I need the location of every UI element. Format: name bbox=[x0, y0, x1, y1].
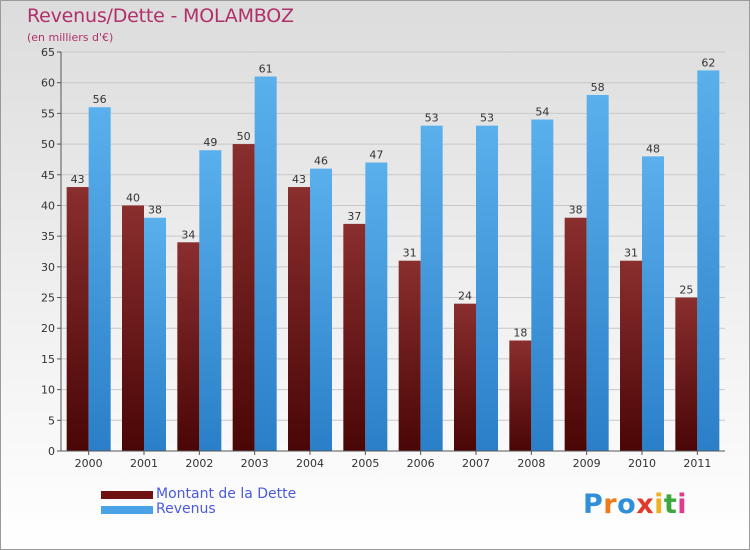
x-tick-label: 2002 bbox=[185, 457, 213, 470]
chart-legend: Montant de la Dette Revenus bbox=[101, 487, 296, 517]
chart-title: Revenus/Dette - MOLAMBOZ bbox=[27, 5, 294, 27]
y-tick-label: 30 bbox=[41, 261, 55, 274]
bar-dette bbox=[343, 223, 366, 451]
x-tick-label: 2007 bbox=[462, 457, 490, 470]
bar-revenus bbox=[420, 125, 443, 452]
data-label-dette: 31 bbox=[624, 247, 638, 260]
y-tick-label: 35 bbox=[41, 230, 55, 243]
legend-swatch-dette bbox=[101, 490, 153, 499]
x-tick-label: 2008 bbox=[517, 457, 545, 470]
x-tick-label: 2005 bbox=[351, 457, 379, 470]
bar-revenus bbox=[310, 168, 332, 451]
y-tick-label: 15 bbox=[41, 353, 55, 366]
data-label-dette: 40 bbox=[126, 191, 140, 204]
logo-letter: i bbox=[677, 489, 688, 520]
data-label-dette: 43 bbox=[71, 173, 85, 186]
bar-dette bbox=[288, 187, 310, 452]
legend-item-dette: Montant de la Dette bbox=[101, 487, 296, 502]
legend-label-dette: Montant de la Dette bbox=[156, 486, 297, 502]
data-label-dette: 24 bbox=[458, 290, 472, 303]
data-label-revenus: 61 bbox=[259, 63, 273, 76]
bar-revenus bbox=[365, 162, 388, 451]
logo-letter: t bbox=[663, 489, 678, 520]
data-label-dette: 37 bbox=[347, 210, 361, 223]
logo-letter: o bbox=[617, 489, 637, 520]
data-label-dette: 50 bbox=[237, 130, 251, 143]
x-tick-label: 2003 bbox=[241, 457, 269, 470]
x-tick-label: 2010 bbox=[628, 457, 656, 470]
bar-revenus bbox=[531, 119, 554, 452]
bar-dette bbox=[232, 144, 255, 452]
bar-dette bbox=[564, 217, 587, 451]
y-tick-label: 25 bbox=[41, 292, 55, 305]
y-tick-label: 0 bbox=[48, 445, 55, 458]
y-tick-label: 45 bbox=[41, 169, 55, 182]
logo-letter: r bbox=[603, 489, 618, 520]
legend-swatch-revenus bbox=[101, 505, 153, 514]
bar-dette bbox=[66, 187, 89, 452]
data-label-dette: 34 bbox=[181, 228, 195, 241]
y-tick-label: 5 bbox=[48, 414, 55, 427]
y-tick-label: 55 bbox=[41, 107, 55, 120]
data-label-revenus: 49 bbox=[203, 136, 217, 149]
y-tick-label: 20 bbox=[41, 322, 55, 335]
bar-dette bbox=[398, 260, 421, 451]
x-tick-label: 2001 bbox=[130, 457, 158, 470]
x-tick-label: 2009 bbox=[573, 457, 601, 470]
data-label-revenus: 46 bbox=[314, 155, 328, 168]
x-tick-label: 2000 bbox=[75, 457, 103, 470]
data-label-dette: 31 bbox=[403, 247, 417, 260]
bar-revenus bbox=[476, 125, 498, 452]
data-label-revenus: 47 bbox=[369, 148, 383, 161]
legend-label-revenus: Revenus bbox=[156, 501, 216, 517]
x-tick-label: 2011 bbox=[683, 457, 711, 470]
data-label-dette: 18 bbox=[513, 327, 527, 340]
bar-revenus bbox=[697, 70, 720, 452]
y-tick-label: 65 bbox=[41, 46, 55, 59]
data-label-dette: 43 bbox=[292, 173, 306, 186]
bar-revenus bbox=[642, 156, 664, 451]
bar-dette bbox=[509, 340, 532, 451]
data-label-revenus: 53 bbox=[425, 112, 439, 125]
bar-revenus bbox=[144, 217, 166, 451]
x-tick-label: 2004 bbox=[296, 457, 324, 470]
bar-dette bbox=[122, 205, 144, 451]
chart-subtitle: (en milliers d'€) bbox=[27, 31, 114, 44]
data-label-revenus: 58 bbox=[591, 81, 605, 94]
bar-revenus bbox=[586, 94, 609, 451]
bar-revenus bbox=[254, 76, 277, 452]
data-label-dette: 25 bbox=[679, 284, 693, 297]
legend-item-revenus: Revenus bbox=[101, 502, 296, 517]
logo-letter: i bbox=[654, 489, 664, 520]
data-label-revenus: 38 bbox=[148, 204, 162, 217]
y-tick-label: 60 bbox=[41, 77, 55, 90]
data-label-revenus: 62 bbox=[701, 56, 715, 69]
proxiti-logo: Proxiti bbox=[583, 489, 687, 520]
bar-dette bbox=[620, 260, 642, 451]
bar-revenus bbox=[88, 107, 111, 451]
data-label-revenus: 53 bbox=[480, 112, 494, 125]
data-label-dette: 38 bbox=[569, 204, 583, 217]
bar-dette bbox=[454, 303, 476, 451]
y-tick-label: 50 bbox=[41, 138, 55, 151]
bar-dette bbox=[675, 297, 698, 451]
bar-revenus bbox=[199, 150, 222, 451]
data-label-revenus: 48 bbox=[646, 142, 660, 155]
data-label-revenus: 54 bbox=[535, 106, 549, 119]
logo-letter: x bbox=[636, 489, 655, 520]
x-tick-label: 2006 bbox=[407, 457, 435, 470]
bar-dette bbox=[177, 242, 200, 451]
data-label-revenus: 56 bbox=[93, 93, 107, 106]
y-tick-label: 10 bbox=[41, 384, 55, 397]
logo-letter: P bbox=[583, 489, 604, 520]
y-tick-label: 40 bbox=[41, 199, 55, 212]
